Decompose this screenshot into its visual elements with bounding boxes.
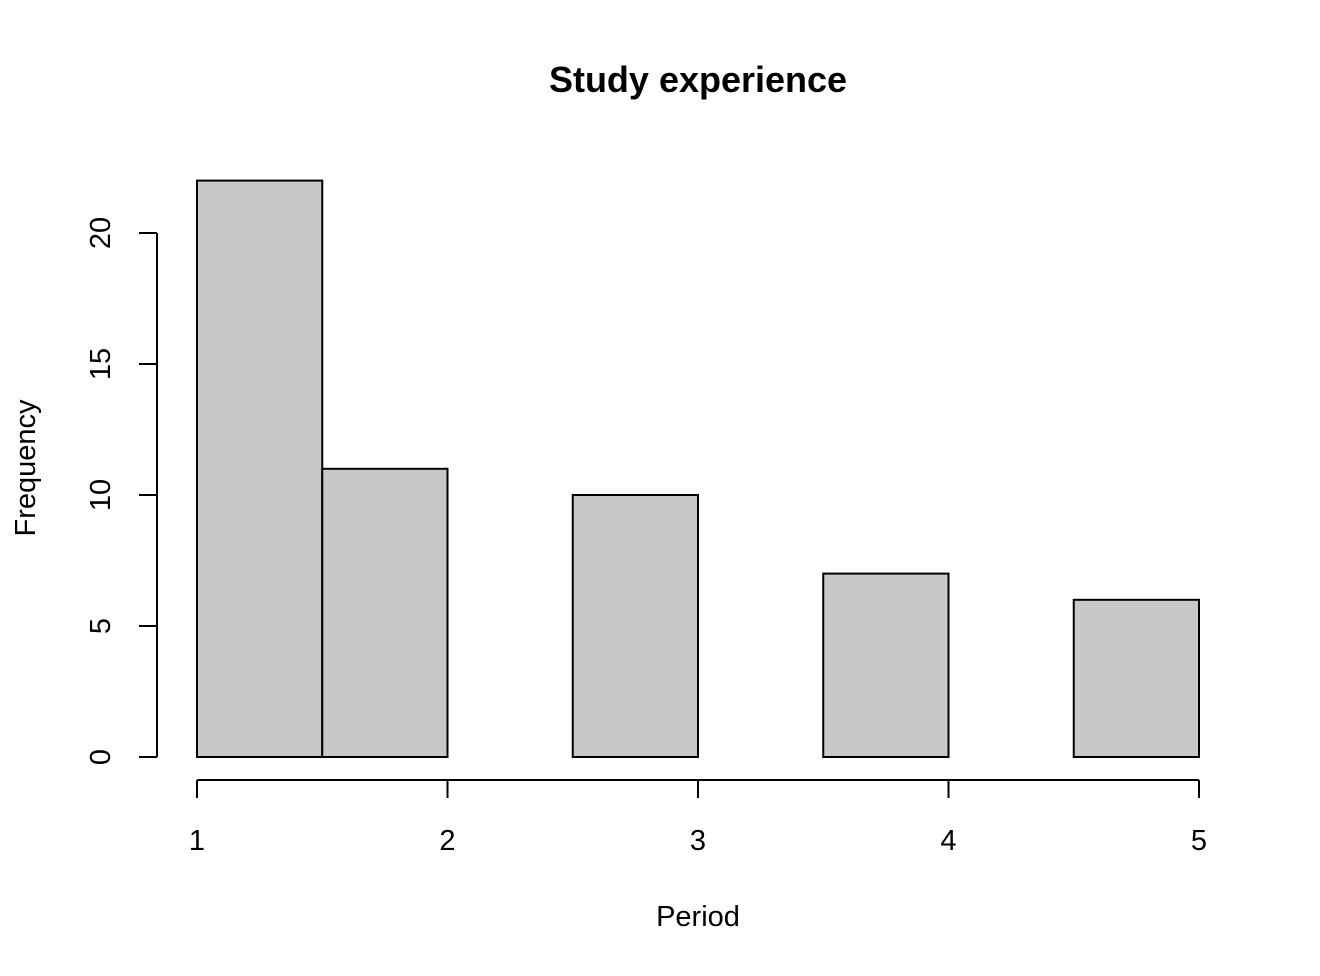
y-tick-label-5: 5 [85,618,117,634]
bars-layer [196,179,1200,759]
histogram-bar-6 [822,572,950,758]
y-tick-label-10: 10 [85,479,117,511]
x-tick-label-2: 2 [439,825,455,857]
x-tick-label-5: 5 [1191,825,1207,857]
x-tick-label-1: 1 [189,825,205,857]
histogram-bar-4 [571,494,699,758]
histogram-bar-8 [1072,598,1200,758]
x-tick-label-4: 4 [940,825,956,857]
y-axis-label: Frequency [10,399,42,537]
chart-title: Study experience [549,59,847,100]
x-axis-label: Period [656,901,740,933]
y-tick-label-15: 15 [85,348,117,380]
histogram-bar-1 [196,179,324,759]
y-tick-label-0: 0 [85,749,117,765]
y-axis: 0 5 10 15 20 [85,217,158,765]
histogram-bar-2 [321,467,449,758]
y-tick-label-20: 20 [85,217,117,249]
x-tick-label-3: 3 [690,825,706,857]
x-axis: 1 2 3 4 5 [189,779,1207,857]
